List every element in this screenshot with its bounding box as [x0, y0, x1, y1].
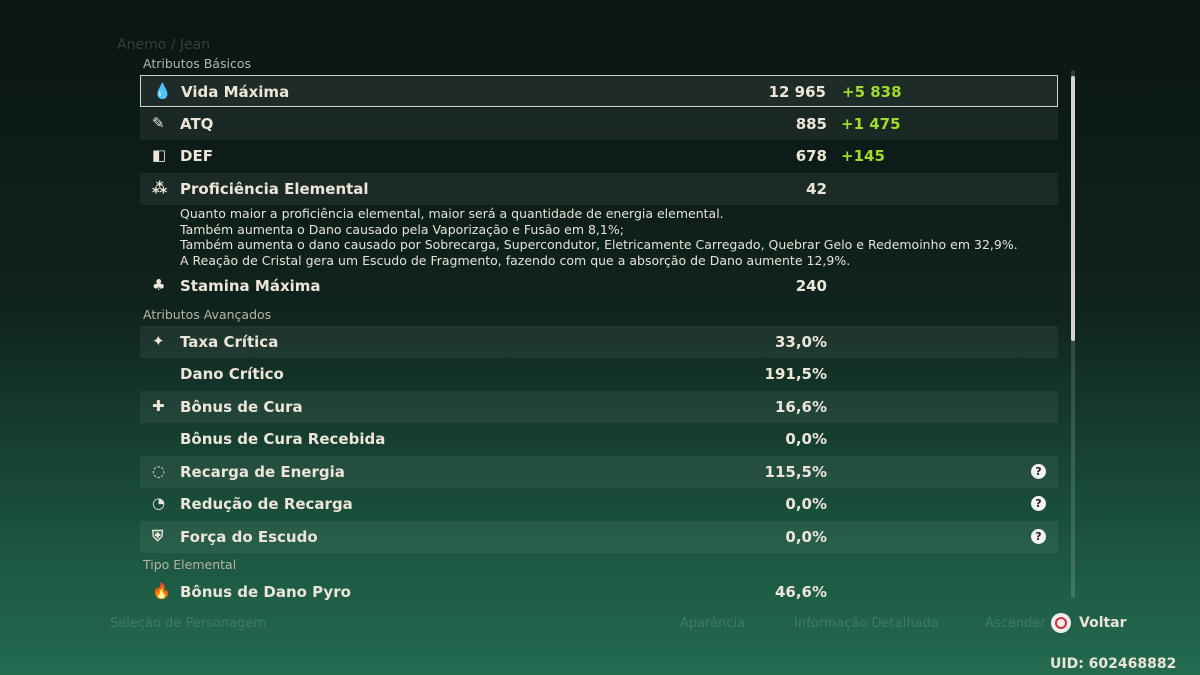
attributes-panel: Atributos Básicos 💧 Vida Máxima 12 965 +5 83…: [140, 54, 1060, 605]
help-icon[interactable]: ?: [1031, 528, 1046, 544]
attribute-row[interactable]: 💧 Vida Máxima 12 965 +5 838: [140, 75, 1058, 107]
attribute-row[interactable]: ✎ ATQ 885 +1 475: [140, 107, 1058, 140]
attribute-bonus: +145: [841, 147, 885, 165]
attribute-name: Força do Escudo: [180, 527, 318, 546]
description-line: Também aumenta o dano causado por Sobrec…: [180, 237, 1018, 252]
section-title: Tipo Elemental: [143, 557, 237, 572]
description-line: Quanto maior a proficiência elemental, m…: [180, 206, 724, 221]
attribute-name: Taxa Crítica: [180, 332, 279, 351]
attribute-name: Proficiência Elemental: [180, 179, 369, 198]
attribute-icon: ✦: [152, 331, 165, 350]
attribute-row[interactable]: ◌ Recarga de Energia 115,5%?: [140, 455, 1058, 488]
attribute-row[interactable]: ⁂ Proficiência Elemental 42: [140, 172, 1058, 205]
hint[interactable]: Aparência: [680, 616, 746, 631]
attribute-value: 191,5%: [764, 365, 827, 383]
attribute-name: Vida Máxima: [181, 83, 290, 101]
attribute-icon: ✚: [152, 396, 165, 415]
hint[interactable]: Informação Detalhada: [794, 616, 939, 631]
attribute-value: 0,0%: [785, 430, 827, 448]
attribute-value: 33,0%: [774, 332, 827, 351]
attribute-row[interactable]: ◧ DEF 678 +145: [140, 140, 1058, 172]
section-title: Atributos Básicos: [143, 56, 251, 71]
attribute-name: Stamina Máxima: [180, 277, 321, 295]
attribute-row[interactable]: ♣ Stamina Máxima 240: [140, 270, 1058, 302]
attribute-name: Bônus de Cura Recebida: [180, 430, 386, 448]
attribute-name: Dano Crítico: [180, 365, 284, 383]
uid: UID: 602468882: [1050, 656, 1177, 672]
attribute-value: 885: [795, 114, 827, 133]
attribute-row[interactable]: ✦ Taxa Crítica 33,0%: [140, 325, 1058, 358]
attribute-value: 240: [795, 277, 827, 295]
attribute-row[interactable]: Dano Crítico 191,5%: [140, 358, 1058, 390]
attribute-icon: ⛨: [152, 526, 164, 545]
description-line: A Reação de Cristal gera um Escudo de Fr…: [180, 252, 851, 268]
attribute-value: 115,5%: [764, 462, 827, 481]
attribute-value: 0,0%: [785, 495, 827, 513]
attribute-description: Quanto maior a proficiência elemental, m…: [180, 206, 1018, 268]
attribute-name: Redução de Recarga: [180, 495, 353, 513]
attribute-row[interactable]: ⛨ Força do Escudo 0,0%?: [140, 520, 1058, 553]
attribute-icon: ✎: [152, 113, 165, 132]
character-header: Anemo / Jean: [117, 37, 211, 53]
attribute-icon: 💧: [153, 82, 172, 100]
attribute-bonus: +1 475: [841, 114, 901, 133]
help-icon[interactable]: ?: [1031, 496, 1046, 511]
attribute-icon: 🔥: [152, 582, 171, 600]
hint[interactable]: Seleção de Personagem: [110, 616, 267, 631]
attribute-icon: ◌: [152, 461, 166, 480]
attribute-icon: ◔: [152, 494, 166, 512]
attribute-value: 16,6%: [774, 397, 827, 416]
attribute-value: 0,0%: [785, 527, 827, 546]
attribute-icon: ⁂: [152, 178, 168, 197]
scroll-thumb[interactable]: [1071, 76, 1075, 341]
attribute-name: ATQ: [180, 114, 214, 133]
attribute-bonus: +5 838: [842, 83, 902, 101]
attribute-value: 12 965: [768, 83, 826, 101]
attribute-row[interactable]: ◔ Redução de Recarga 0,0%?: [140, 488, 1058, 520]
attribute-row[interactable]: Bônus de Cura Recebida 0,0%: [140, 423, 1058, 455]
attribute-row[interactable]: ✚ Bônus de Cura 16,6%: [140, 390, 1058, 423]
attribute-value: 678: [795, 147, 827, 165]
help-icon[interactable]: ?: [1031, 463, 1046, 479]
description-line: Também aumenta o Dano causado pela Vapor…: [180, 221, 624, 237]
back-button[interactable]: Voltar: [1079, 615, 1127, 631]
attribute-value: 46,6%: [774, 583, 827, 601]
attribute-name: Bônus de Dano Pyro: [180, 583, 351, 601]
attribute-icon: ◧: [152, 146, 167, 164]
section-title: Atributos Avançados: [143, 306, 272, 322]
hint[interactable]: Ascender: [985, 616, 1046, 631]
attribute-name: Bônus de Cura: [180, 397, 303, 416]
attribute-row[interactable]: 🔥 Bônus de Dano Pyro 46,6%: [140, 576, 1058, 605]
attribute-name: Recarga de Energia: [180, 462, 345, 481]
attribute-icon: ♣: [152, 276, 166, 294]
back-button-icon[interactable]: [1051, 613, 1071, 633]
attribute-name: DEF: [180, 147, 213, 165]
attribute-value: 42: [806, 179, 827, 198]
